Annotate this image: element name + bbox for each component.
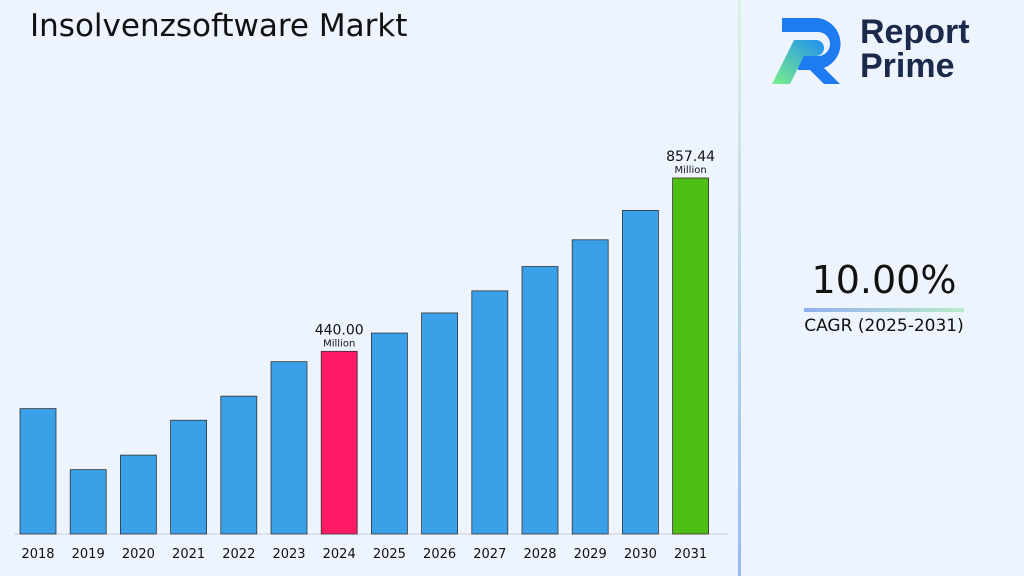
x-tick-label: 2023 [272, 547, 305, 562]
divider [738, 0, 741, 576]
x-tick-label: 2031 [674, 547, 707, 562]
bar-2024 [320, 350, 358, 535]
bar-2031 [672, 177, 709, 535]
x-tick-label: 2029 [574, 547, 607, 562]
bar-2025 [370, 332, 408, 535]
bar-2023 [270, 361, 308, 535]
report-prime-logo: Report Prime [768, 14, 970, 84]
x-tick-label: 2022 [222, 547, 255, 562]
data-label-value: 857.44 [666, 149, 715, 165]
bar-2027 [471, 290, 509, 535]
cagr-panel: 10.00% CAGR (2025-2031) [800, 258, 968, 336]
bar-2030 [622, 209, 659, 535]
x-tick-label: 2021 [172, 547, 205, 562]
bar-2026 [421, 312, 459, 535]
x-tick-label: 2020 [122, 547, 155, 562]
x-tick-label: 2026 [423, 547, 456, 562]
bar-2018 [19, 408, 57, 535]
bar-2029 [571, 239, 609, 535]
x-tick-label: 2028 [523, 547, 556, 562]
chart-title: Insolvenzsoftware Markt [30, 8, 408, 44]
logo-line1: Report [860, 13, 970, 51]
logo-line2: Prime [860, 47, 955, 85]
cagr-label: CAGR (2025-2031) [804, 316, 964, 336]
data-label-unit: Million [674, 165, 706, 176]
logo-icon [772, 18, 841, 84]
data-label-value: 440.00 [315, 322, 364, 338]
x-tick-label: 2027 [473, 547, 506, 562]
bar-chart: 2018 2019 2020 2021 2022 2023 2024 2025 2026 2027… [14, 149, 728, 562]
bar-2022 [220, 395, 258, 535]
data-label-unit: Million [323, 338, 355, 349]
cagr-underline [804, 308, 964, 312]
bar-2019 [69, 469, 107, 535]
x-tick-label: 2030 [624, 547, 657, 562]
bar-2020 [120, 454, 157, 535]
x-tick-label: 2019 [72, 547, 105, 562]
bar-2021 [170, 419, 208, 535]
x-tick-label: 2018 [21, 547, 54, 562]
cagr-value: 10.00% [811, 258, 957, 302]
x-tick-label: 2025 [373, 547, 406, 562]
bar-2028 [521, 266, 559, 535]
x-tick-label: 2024 [323, 547, 356, 562]
